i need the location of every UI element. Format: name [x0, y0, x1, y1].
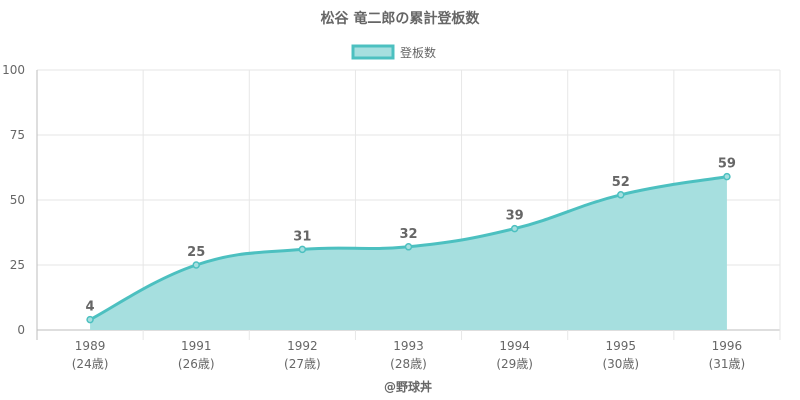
y-tick-label: 25 — [10, 258, 25, 272]
y-tick-label: 100 — [2, 63, 25, 77]
x-tick-sublabel: (30歳) — [602, 357, 639, 371]
legend-swatch[interactable] — [351, 44, 395, 60]
data-label: 4 — [86, 300, 95, 315]
x-tick-label: 1991 — [181, 339, 212, 353]
legend-label[interactable]: 登板数 — [400, 45, 436, 60]
y-tick-label: 0 — [17, 323, 25, 337]
x-tick-sublabel: (28歳) — [390, 357, 427, 371]
x-tick-label: 1994 — [499, 339, 530, 353]
data-label: 52 — [612, 175, 630, 190]
data-labels: 4 25 31 32 39 52 59 — [86, 157, 736, 315]
data-label: 25 — [187, 245, 205, 260]
data-point[interactable] — [298, 245, 307, 254]
x-tick-label: 1993 — [393, 339, 424, 353]
area-fill — [90, 176, 727, 330]
x-tick-sublabel: (26歳) — [178, 357, 215, 371]
data-label: 39 — [506, 209, 524, 224]
x-tick-sublabel: (27歳) — [284, 357, 321, 371]
x-tick-label: 1996 — [712, 339, 743, 353]
data-point[interactable] — [86, 315, 94, 324]
data-label: 59 — [718, 157, 736, 172]
x-tick-label: 1995 — [606, 339, 637, 353]
credit-text: @野球丼 — [384, 379, 432, 394]
y-tick-label: 50 — [10, 193, 25, 207]
grid — [36, 69, 781, 340]
data-points — [86, 172, 731, 324]
axes: 0 25 50 75 100 1989 (24歳) 1991 (26歳) 1992 (27歳) 199… — [2, 63, 745, 371]
data-label: 32 — [399, 227, 417, 242]
chart-title: 松谷 竜二郎の累計登板数 — [321, 10, 481, 27]
data-point[interactable] — [192, 261, 200, 269]
data-point[interactable] — [510, 224, 519, 233]
x-tick-sublabel: (29歳) — [496, 357, 533, 371]
y-tick-label: 75 — [10, 128, 25, 142]
x-tick-sublabel: (24歳) — [72, 357, 109, 371]
data-point[interactable] — [404, 243, 413, 251]
legend[interactable]: 登板数 — [351, 44, 436, 60]
data-label: 31 — [293, 229, 311, 244]
x-tick-label: 1989 — [75, 339, 106, 353]
x-tick-label: 1992 — [287, 339, 318, 353]
data-point[interactable] — [617, 191, 625, 199]
x-tick-sublabel: (31歳) — [709, 357, 746, 371]
data-point[interactable] — [723, 172, 731, 181]
